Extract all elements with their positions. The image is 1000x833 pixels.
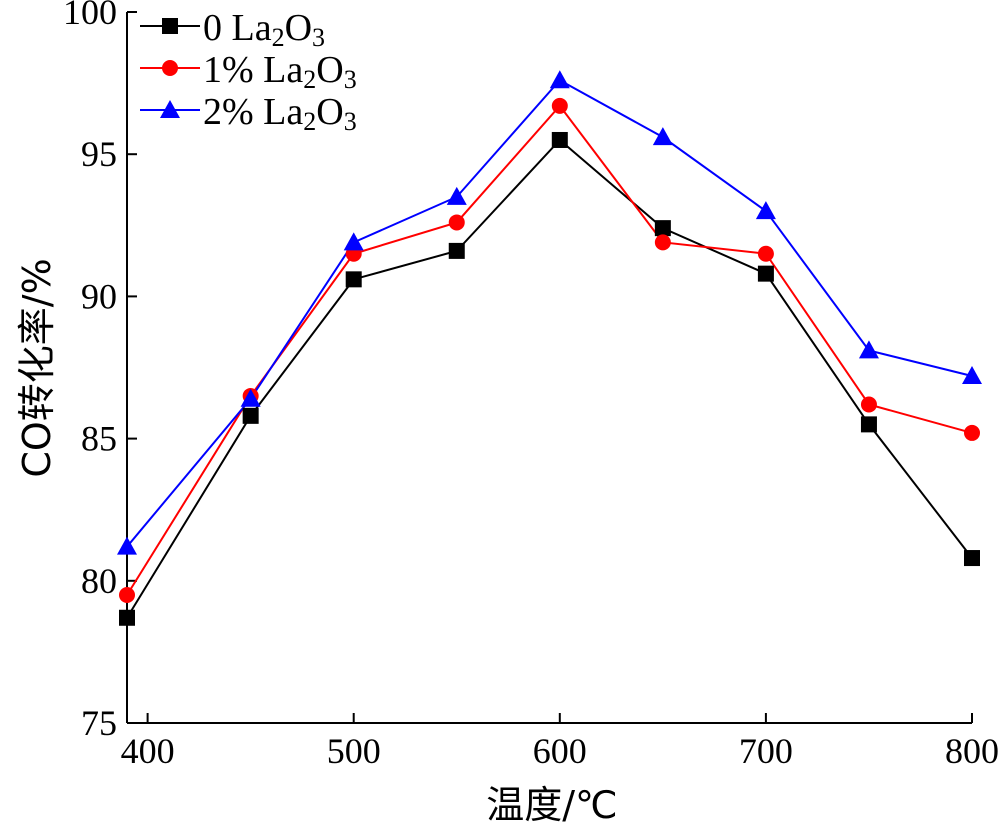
data-point xyxy=(755,201,776,220)
data-point xyxy=(549,70,570,89)
data-point xyxy=(860,396,877,413)
data-point xyxy=(343,232,364,251)
data-point xyxy=(551,97,568,114)
x-tick-label: 700 xyxy=(739,731,793,771)
legend-entry: 1% La2O3 xyxy=(203,49,357,94)
legend-marker xyxy=(162,60,178,76)
data-point xyxy=(119,587,135,604)
y-tick-label: 95 xyxy=(81,134,117,174)
data-point xyxy=(757,265,774,282)
data-point xyxy=(654,220,671,237)
x-tick-label: 800 xyxy=(945,731,999,771)
data-point xyxy=(448,214,465,231)
x-tick-label: 600 xyxy=(533,731,587,771)
x-tick-label: 400 xyxy=(121,731,175,771)
x-tick-label: 500 xyxy=(327,731,381,771)
data-point xyxy=(119,609,135,626)
axes xyxy=(126,11,973,724)
y-tick-label: 85 xyxy=(81,419,117,459)
series-markers xyxy=(117,70,982,626)
data-point xyxy=(652,127,673,146)
data-point xyxy=(964,424,980,441)
y-tick-label: 75 xyxy=(81,703,117,743)
legend-marker xyxy=(162,18,178,34)
data-point xyxy=(654,234,671,251)
series-lines xyxy=(126,78,973,619)
data-point xyxy=(448,242,465,259)
data-point xyxy=(962,366,982,385)
y-axis-label: CO转化率/% xyxy=(15,258,59,477)
y-tick-label: 100 xyxy=(63,0,117,32)
data-point xyxy=(551,131,568,148)
series-line-1 xyxy=(126,104,973,596)
legend-entry: 0 La2O3 xyxy=(203,7,325,52)
data-point xyxy=(860,416,877,433)
data-point xyxy=(446,186,467,205)
legend-entry: 2% La2O3 xyxy=(203,91,357,136)
data-point xyxy=(240,388,261,407)
x-axis-label: 温度/℃ xyxy=(486,783,617,827)
tick-labels: 75 80 85 90 95 100 400 500 600 700 800 xyxy=(63,0,999,771)
series-line-0 xyxy=(126,138,973,619)
data-point xyxy=(858,340,879,359)
data-point xyxy=(964,550,980,567)
data-point xyxy=(345,271,362,288)
y-tick-label: 90 xyxy=(81,276,117,316)
data-point xyxy=(242,407,259,424)
y-tick-label: 80 xyxy=(81,561,117,601)
legend-marker xyxy=(160,100,180,118)
data-point xyxy=(117,536,137,555)
data-point xyxy=(757,245,774,262)
